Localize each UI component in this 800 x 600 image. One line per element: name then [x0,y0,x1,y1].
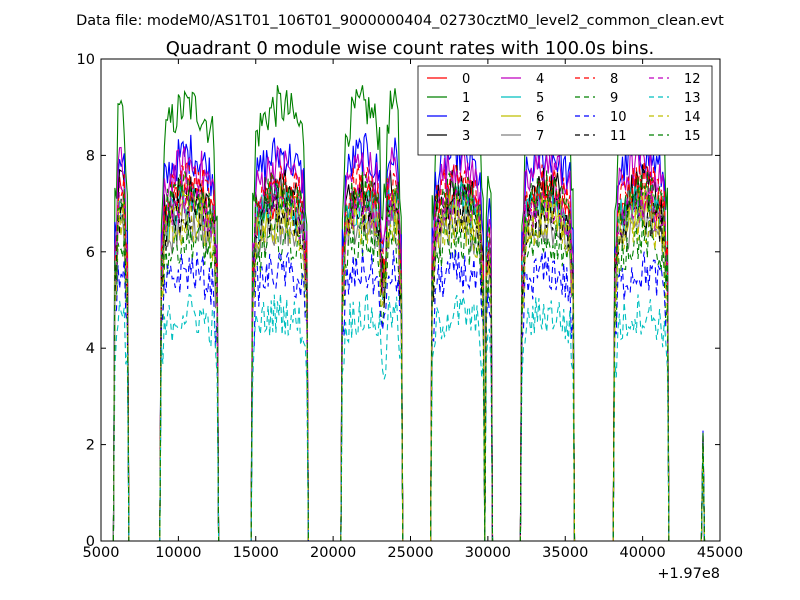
legend-label-8: 8 [610,72,618,87]
axis-ticks: 5000 10000 15000 20000 25000 30000 35000 40000 4… [77,52,744,561]
x-tick-label: 30000 [465,545,511,561]
x-tick-label: 25000 [387,545,433,561]
legend-label-9: 9 [610,91,618,106]
series-line-1 [112,85,706,541]
legend-label-6: 6 [536,110,544,125]
series-line-12 [112,179,706,541]
legend-label-13: 13 [684,91,701,106]
x-tick-label: 45000 [697,545,743,561]
legend-label-0: 0 [462,72,470,87]
chart-supertitle: Data file: modeM0/AS1T01_106T01_90000004… [76,13,724,29]
y-tick-label: 10 [77,52,95,68]
x-axis-offset-label: +1.97e8 [657,566,720,582]
y-tick-label: 6 [86,245,95,261]
legend-label-14: 14 [684,110,701,125]
series-line-13 [112,292,706,541]
y-tick-label: 0 [86,534,95,550]
chart-title: Quadrant 0 module wise count rates with … [166,38,655,59]
series-line-4 [112,145,706,541]
legend-label-15: 15 [684,129,701,144]
x-tick-label: 5000 [83,545,120,561]
legend-label-2: 2 [462,110,470,125]
legend-label-3: 3 [462,129,470,144]
legend-label-7: 7 [536,129,544,144]
legend-box [417,65,713,156]
series-line-10 [112,249,706,541]
y-tick-label: 8 [86,148,95,164]
x-tick-label: 35000 [542,545,588,561]
y-tick-label: 2 [86,438,95,454]
legend-label-10: 10 [610,110,627,125]
series-line-15 [112,170,706,541]
x-tick-label: 20000 [310,545,356,561]
legend-label-4: 4 [536,72,544,87]
y-tick-label: 4 [86,341,95,357]
legend-label-11: 11 [610,129,627,144]
series-line-0 [112,175,706,541]
x-tick-label: 40000 [620,545,666,561]
legend-label-12: 12 [684,72,701,87]
legend-label-5: 5 [536,91,544,106]
legend-label-1: 1 [462,91,470,106]
series-line-7 [112,202,706,541]
series-line-6 [112,185,706,541]
series-layer [112,85,706,541]
x-tick-label: 15000 [233,545,279,561]
x-tick-label: 10000 [155,545,201,561]
